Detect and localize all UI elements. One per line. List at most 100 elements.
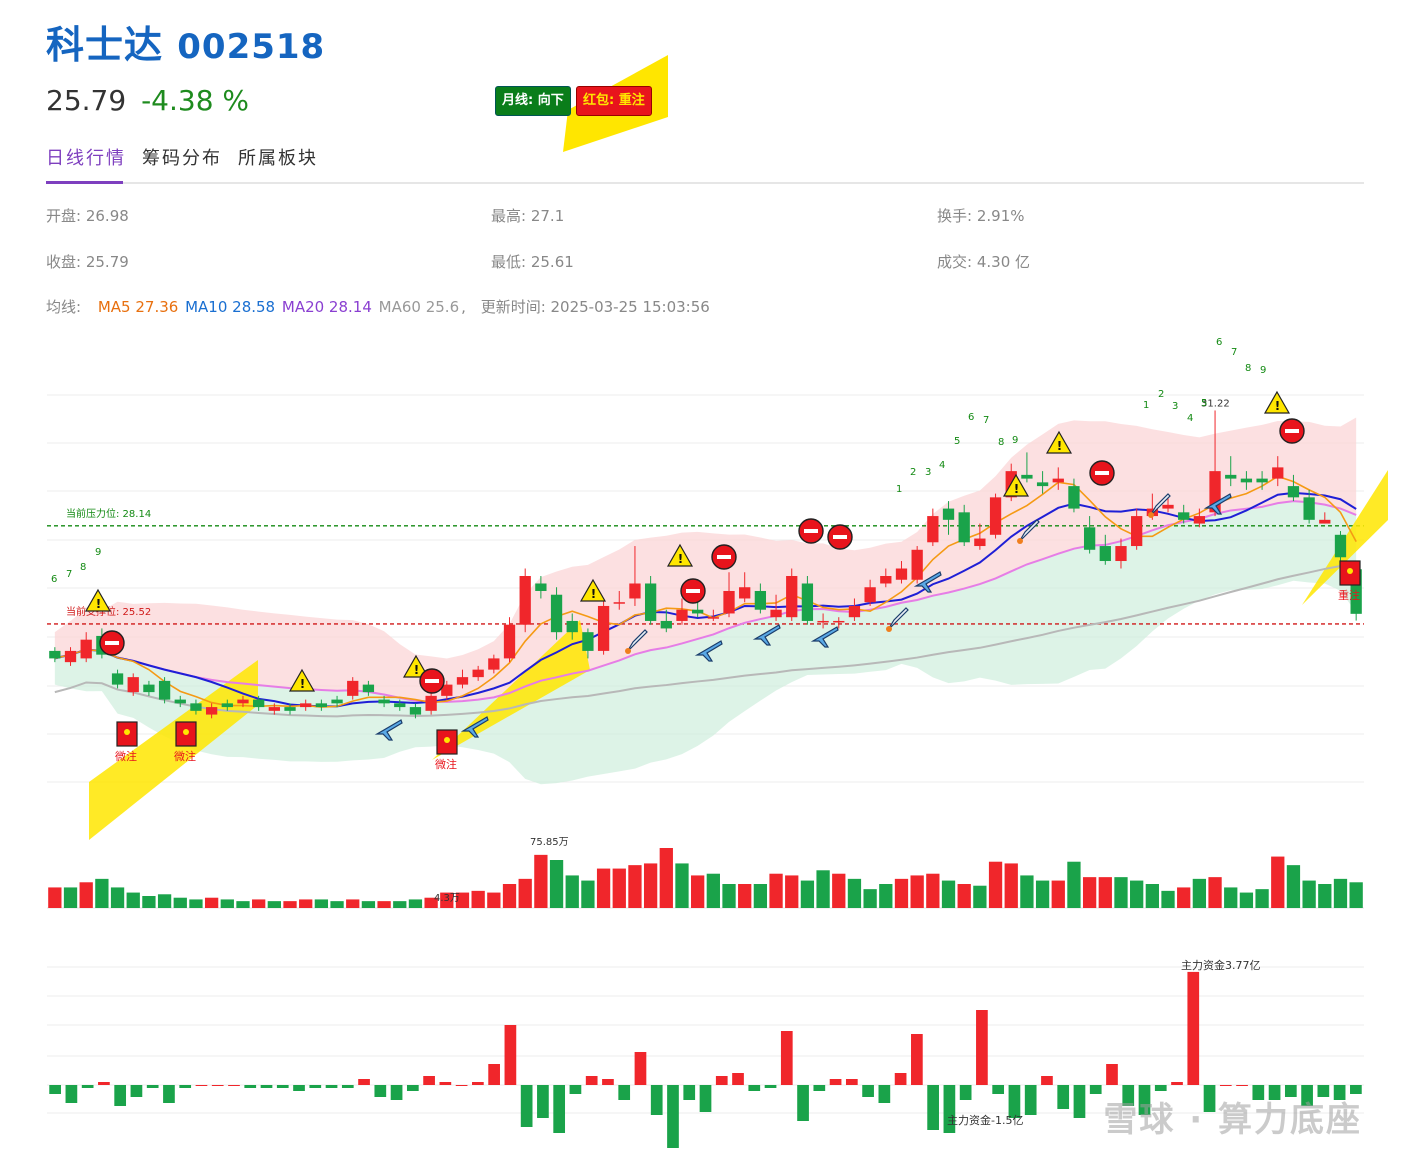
candle-65 <box>1068 486 1080 509</box>
fund-bar-6 <box>146 1085 159 1088</box>
red-packet-label-3: 重注 <box>1338 588 1360 602</box>
candle-59 <box>974 538 986 547</box>
fund-bar-42 <box>732 1073 744 1085</box>
ma-sep: , <box>461 298 466 316</box>
fund-bar-5 <box>130 1085 143 1097</box>
fund-bar-4 <box>114 1085 127 1106</box>
volume-bar-11 <box>220 899 234 908</box>
candle-46 <box>770 609 782 618</box>
tab-daily[interactable]: 日线行情 <box>46 148 126 169</box>
rocket-icon-3 <box>1149 493 1171 517</box>
tab-sectors[interactable]: 所属板块 <box>238 148 318 169</box>
fund-bar-50 <box>862 1085 874 1097</box>
fund-bar-21 <box>390 1085 403 1100</box>
tab-chips[interactable]: 筹码分布 <box>142 148 222 169</box>
volume-bar-28 <box>487 892 501 908</box>
fund-bar-20 <box>374 1085 387 1097</box>
warning-mark-3: ! <box>591 587 596 601</box>
volume-bar-7 <box>157 894 172 908</box>
candle-30 <box>519 576 531 625</box>
candle-49 <box>817 620 829 623</box>
plane-icon-0 <box>374 719 403 741</box>
fund-bar-43 <box>748 1085 761 1091</box>
fund-bar-74 <box>1252 1085 1265 1100</box>
volume-bar-8 <box>173 897 187 908</box>
warning-mark-5: ! <box>1014 482 1019 496</box>
fund-bar-55 <box>943 1085 956 1133</box>
volume-bar-56 <box>926 873 940 908</box>
fund-bar-1 <box>65 1085 78 1103</box>
volume-bar-83 <box>1349 882 1363 908</box>
candle-40 <box>676 609 688 621</box>
volume-bar-72 <box>1177 887 1191 908</box>
fund-bar-70 <box>1187 971 1200 1085</box>
candle-26 <box>456 677 469 685</box>
seq-count-11: 8 <box>998 437 1004 448</box>
seq-count-14: 2 <box>1158 389 1164 400</box>
fund-bar-71 <box>1203 1085 1216 1112</box>
stock-title: 科士达 002518 <box>46 14 325 69</box>
volume-bar-76 <box>1239 892 1254 908</box>
candle-9 <box>190 703 202 711</box>
kline-chart[interactable]: 当前压力位: 28.14当前支撑位: 25.5231.22!!!!!!!!微注微… <box>0 320 1402 1159</box>
rocket-flame-0 <box>625 648 631 654</box>
candle-35 <box>597 605 610 651</box>
seq-count-4: 1 <box>896 484 902 495</box>
high-price-label: 31.22 <box>1201 398 1230 409</box>
warning-mark-7: ! <box>1275 399 1280 413</box>
plane-icon-4 <box>810 626 839 648</box>
candle-11 <box>221 703 233 708</box>
candle-27 <box>472 669 484 678</box>
stat-low-value: 25.61 <box>530 253 574 271</box>
stat-open: 开盘: 26.98 <box>46 205 129 226</box>
month-trend-badge[interactable]: 月线: 向下 <box>495 86 571 116</box>
candle-63 <box>1036 482 1049 487</box>
fund-bar-30 <box>537 1085 549 1118</box>
ma10-line <box>54 491 1357 708</box>
candle-29 <box>503 624 516 659</box>
red-packet-badge[interactable]: 红包: 重注 <box>576 86 652 116</box>
volume-bar-57 <box>941 880 956 908</box>
candle-41 <box>692 609 704 614</box>
candle-51 <box>848 605 861 618</box>
plane-icon-6 <box>1203 493 1232 515</box>
candle-44 <box>739 587 751 599</box>
fund-bar-18 <box>341 1085 354 1088</box>
candle-79 <box>1287 486 1300 498</box>
tab-underline <box>46 181 123 184</box>
candle-43 <box>723 590 735 614</box>
volume-bar-71 <box>1161 890 1175 908</box>
volume-bar-22 <box>393 901 407 908</box>
fund-bar-40 <box>699 1085 712 1112</box>
fund-bar-0 <box>49 1085 61 1094</box>
fund-bar-54 <box>927 1085 939 1130</box>
volume-bar-54 <box>894 878 909 908</box>
seq-count-15: 3 <box>1172 401 1178 412</box>
seq-count-2: 8 <box>80 562 86 573</box>
fund-bar-73 <box>1236 1085 1248 1086</box>
seq-count-17: 5 <box>1201 398 1207 409</box>
volume-bar-15 <box>283 901 297 908</box>
volume-bar-36 <box>612 868 626 908</box>
stop-bar-0 <box>105 641 119 645</box>
volume-bar-50 <box>832 873 846 908</box>
rocket-icon-2 <box>1018 519 1040 543</box>
candle-45 <box>754 590 767 610</box>
seq-count-18: 6 <box>1216 337 1222 348</box>
candle-47 <box>786 576 798 618</box>
volume-bar-47 <box>785 875 799 908</box>
fund-bar-10 <box>211 1085 224 1086</box>
candle-78 <box>1272 467 1284 479</box>
seq-count-0: 6 <box>51 574 57 585</box>
warning-mark-4: ! <box>678 552 683 566</box>
volume-bar-40 <box>675 863 689 908</box>
fund-bar-17 <box>325 1085 338 1088</box>
fund-bar-76 <box>1284 1085 1297 1097</box>
fund-bar-59 <box>1008 1085 1021 1118</box>
candle-28 <box>488 658 500 670</box>
fund-bar-32 <box>569 1085 582 1094</box>
candle-13 <box>253 699 265 708</box>
candle-53 <box>880 576 892 584</box>
volume-bar-0 <box>48 887 62 908</box>
fund-bar-27 <box>488 1064 500 1085</box>
